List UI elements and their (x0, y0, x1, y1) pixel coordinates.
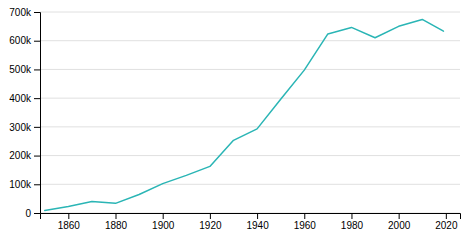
x-axis: 1860 1880 1900 1920 1940 1960 1980 2000 2020 (41, 213, 461, 231)
x-axis-line (41, 214, 461, 220)
x-tick-label: 1880 (105, 220, 128, 231)
grid-line (40, 126, 460, 127)
y-tick-label: 200k (9, 150, 32, 161)
y-tick: 300k (9, 122, 40, 133)
x-tick-mark (116, 213, 117, 219)
y-tick-label: 400k (9, 93, 32, 104)
x-tick: 1960 (294, 213, 317, 231)
y-tick: 600k (9, 35, 40, 46)
y-tick-mark (34, 127, 40, 128)
y-tick-label: 600k (9, 35, 32, 46)
y-tick-mark (34, 69, 40, 70)
grid-line (40, 40, 460, 41)
line (45, 19, 444, 210)
x-tick-mark (446, 213, 447, 219)
x-tick-mark (399, 213, 400, 219)
y-tick: 400k (9, 93, 40, 104)
x-tick: 1880 (105, 213, 128, 231)
y-tick-label: 700k (9, 7, 32, 18)
x-tick-label: 2020 (435, 220, 458, 231)
y-tick-label: 300k (9, 122, 32, 133)
grid-line (40, 12, 460, 13)
y-tick-label: 100k (9, 179, 32, 190)
plot: 1860 1880 1900 1920 1940 1960 1980 2000 2020 0 100… (9, 7, 460, 231)
x-tick-label: 1940 (246, 220, 269, 231)
x-tick: 1860 (58, 213, 81, 231)
x-tick-label: 2000 (388, 220, 411, 231)
x-tick: 1940 (246, 213, 269, 231)
grid-line (40, 184, 460, 185)
x-tick-mark (68, 213, 69, 219)
x-tick: 1920 (199, 213, 222, 231)
grid-line (40, 98, 460, 99)
y-tick-mark (34, 184, 40, 185)
x-tick: 2020 (435, 213, 458, 231)
y-tick-mark (34, 41, 40, 42)
y-tick-mark (34, 98, 40, 99)
x-tick-label: 1960 (294, 220, 317, 231)
x-tick-mark (351, 213, 352, 219)
x-tick-label: 1980 (341, 220, 364, 231)
grid-line (40, 155, 460, 156)
y-axis: 0 100k 200k 300k 400k 500k 600k 700k (9, 7, 40, 219)
chart: 1860 1880 1900 1920 1940 1960 1980 2000 2020 0 100… (0, 0, 474, 237)
y-axis-line (34, 13, 41, 214)
y-tick: 100k (9, 179, 40, 190)
x-tick-label: 1860 (58, 220, 81, 231)
y-tick-label: 0 (25, 208, 31, 219)
x-tick-mark (257, 213, 258, 219)
x-tick-mark (163, 213, 164, 219)
y-tick-mark (34, 156, 40, 157)
x-tick: 1980 (341, 213, 364, 231)
y-tick: 500k (9, 64, 40, 75)
y-tick: 0 (25, 208, 40, 219)
y-tick: 700k (9, 7, 40, 18)
y-tick-mark (34, 213, 40, 214)
y-tick: 200k (9, 150, 40, 161)
y-tick-label: 500k (9, 64, 32, 75)
x-tick-mark (304, 213, 305, 219)
grid (40, 12, 460, 213)
marks (45, 19, 444, 210)
x-tick: 2000 (388, 213, 411, 231)
x-tick-label: 1920 (199, 220, 222, 231)
x-tick-label: 1900 (152, 220, 175, 231)
grid-line (40, 69, 460, 70)
y-tick-mark (34, 12, 40, 13)
x-tick-mark (210, 213, 211, 219)
x-tick: 1900 (152, 213, 175, 231)
